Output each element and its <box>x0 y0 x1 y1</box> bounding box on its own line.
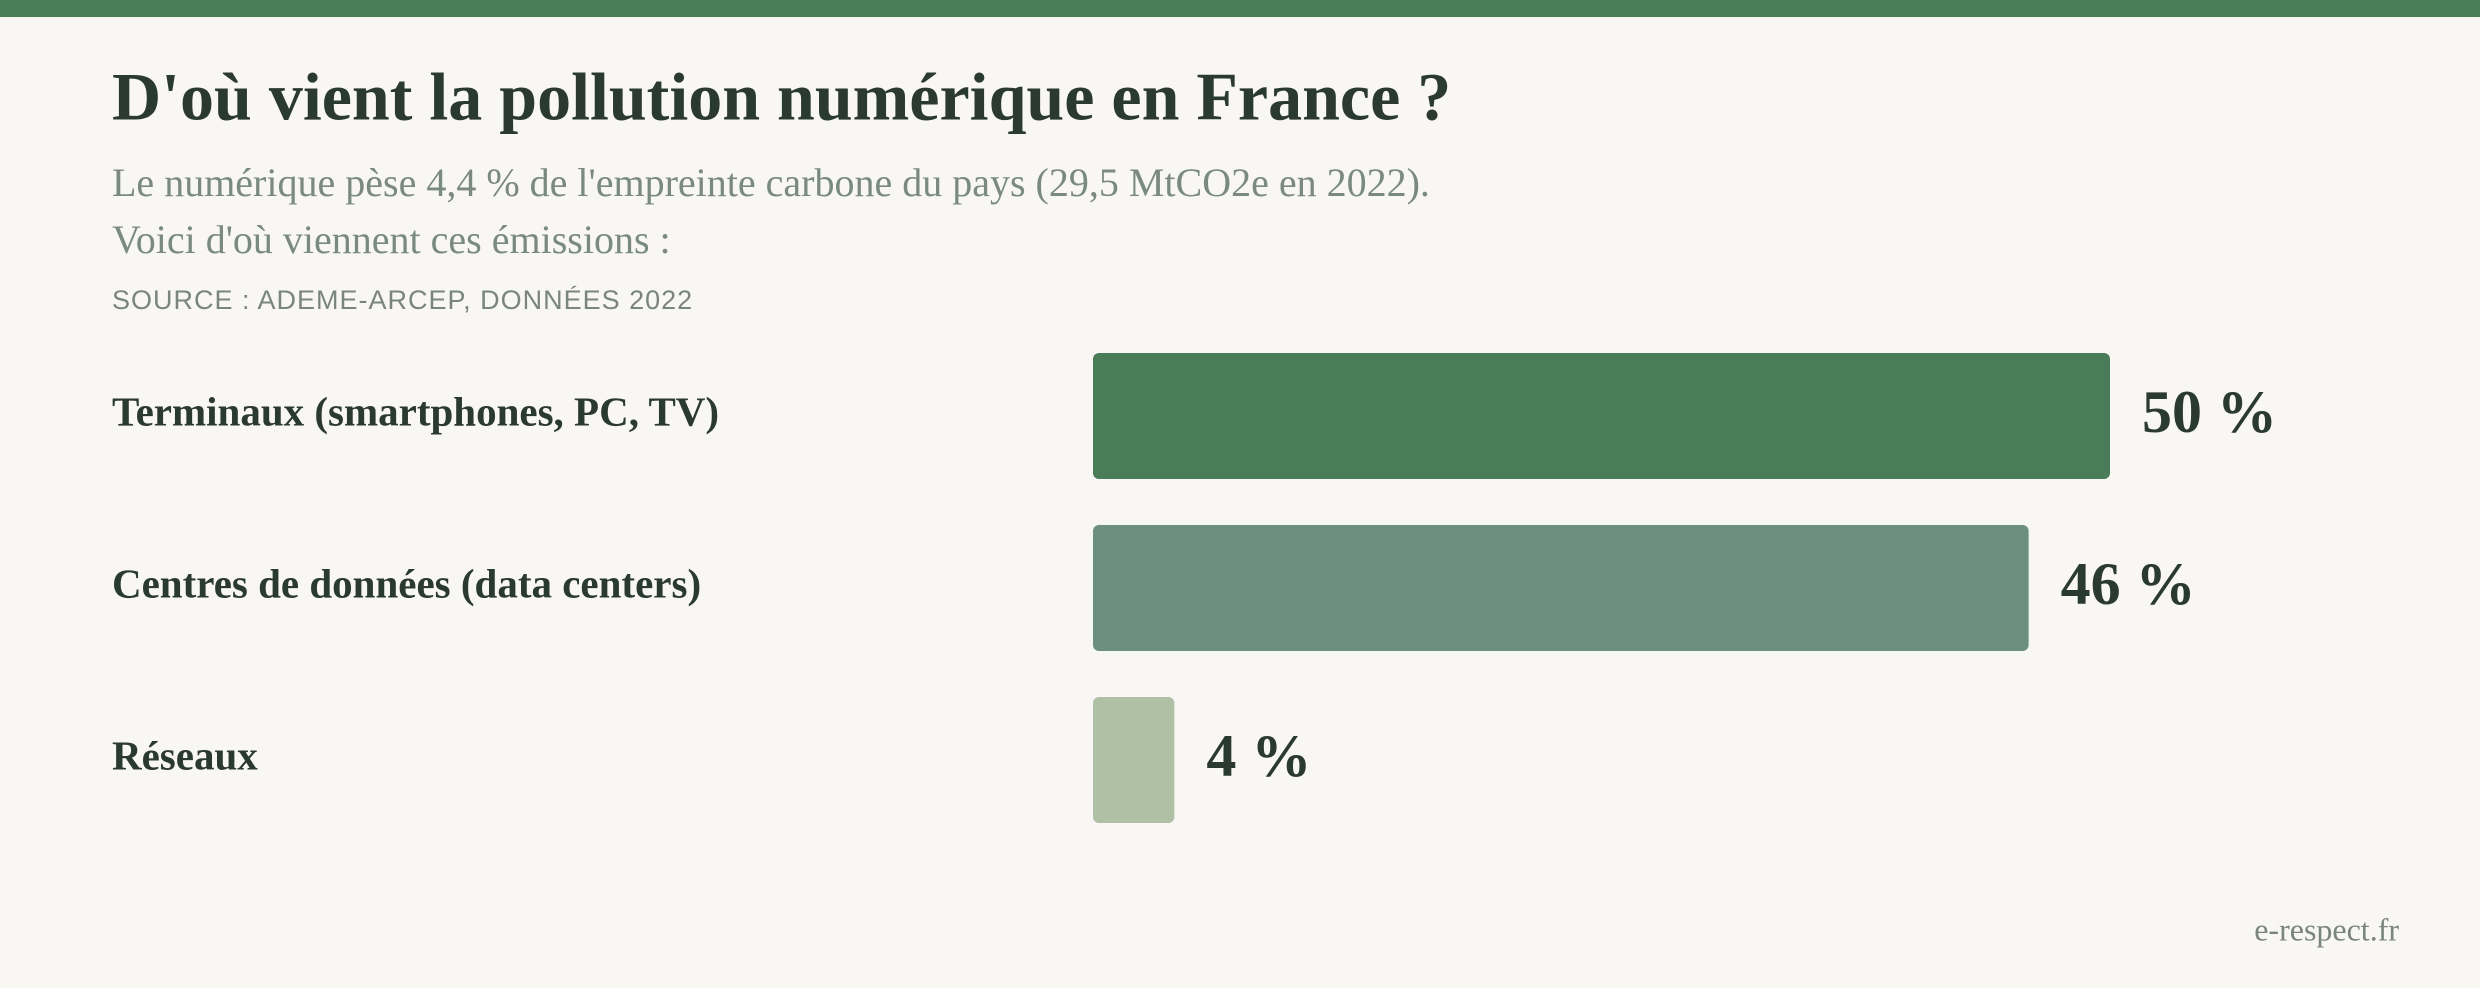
bar <box>1093 353 2110 479</box>
source: SOURCE : ADEME-ARCEP, DONNÉES 2022 <box>112 285 693 315</box>
bar <box>1093 525 2029 651</box>
subtitle: Voici d'où viennent ces émissions : <box>112 217 671 262</box>
category-label: Centres de données (data centers) <box>112 560 701 606</box>
value-label: 4 % <box>1206 723 1311 789</box>
footer: e-respect.fr <box>2254 911 2399 947</box>
subtitle: Le numérique pèse 4,4 % de l'empreinte c… <box>112 160 1430 205</box>
bar <box>1093 697 1175 823</box>
value-label: 50 % <box>2142 379 2277 445</box>
chart-title: D'où vient la pollution numérique en Fra… <box>112 59 1451 135</box>
top-stripe <box>0 0 2480 17</box>
category-label: Réseaux <box>112 732 258 778</box>
category-label: Terminaux (smartphones, PC, TV) <box>112 388 719 434</box>
value-label: 46 % <box>2061 551 2196 617</box>
